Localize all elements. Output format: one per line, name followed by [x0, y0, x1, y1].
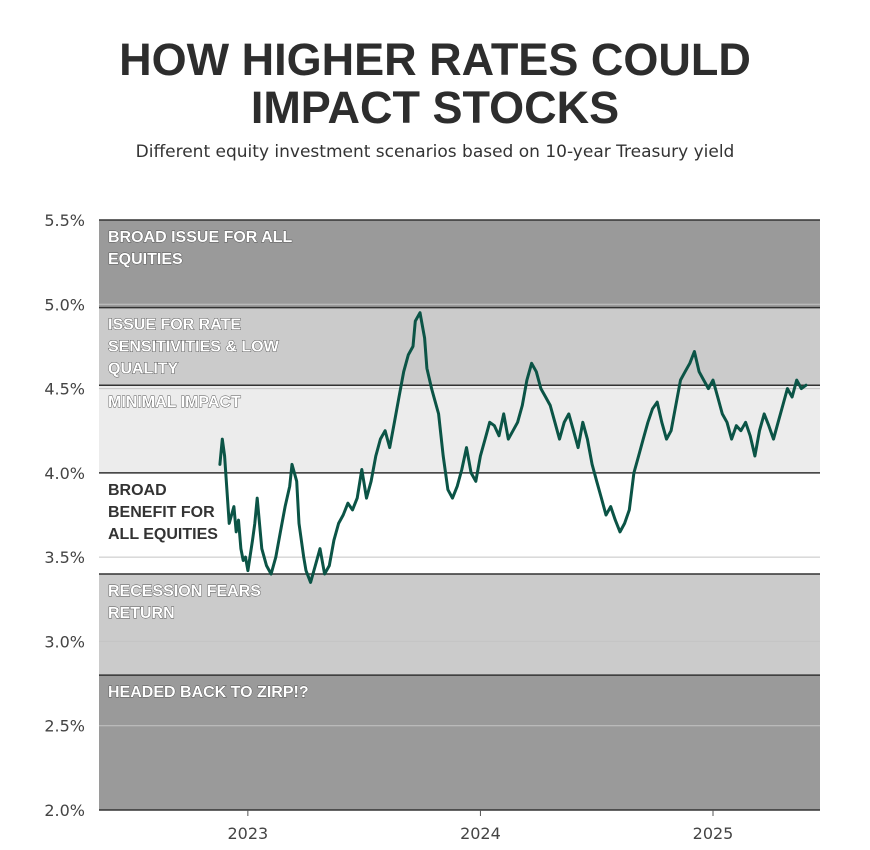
- x-axis: 2023 2024 2025: [227, 810, 733, 843]
- y-tick-label-3.5%: 3.5%: [44, 548, 85, 567]
- zone-label-4-line-1: BROAD: [108, 482, 167, 499]
- zone-label-2-line-3: QUALITY: [108, 361, 179, 378]
- x-tick-label-2025: 2025: [693, 824, 734, 843]
- zone-band-4: [99, 472, 820, 574]
- chart-title: HOW HIGHER RATES COULD IMPACT STOCKS: [0, 36, 870, 132]
- y-axis: 2.0% 2.5% 3.0% 3.5% 4.0% 4.5% 5.0% 5.5%: [44, 211, 85, 820]
- y-tick-label-2.0%: 2.0%: [44, 801, 85, 820]
- y-tick-label-4.5%: 4.5%: [44, 380, 85, 399]
- y-tick-label-4.0%: 4.0%: [44, 464, 85, 483]
- zone-band-6: [99, 675, 820, 810]
- y-tick-label-5.5%: 5.5%: [44, 211, 85, 230]
- zone-label-5-line-2: RETURN: [108, 605, 175, 622]
- series-layer: [218, 311, 808, 584]
- series-line-1: [218, 311, 808, 584]
- zone-label-4-line-3: ALL EQUITIES: [108, 526, 218, 543]
- zone-label-5: RECESSION FEARS RETURN: [108, 583, 261, 622]
- chart-title-line-2: IMPACT STOCKS: [250, 82, 620, 133]
- zone-label-2-line-2: SENSITIVITIES & LOW: [108, 339, 280, 356]
- zone-label-4-line-2: BENEFIT FOR: [108, 504, 215, 521]
- zone-label-1: BROAD ISSUE FOR ALL EQUITIES: [108, 229, 293, 268]
- x-tick-label-2023: 2023: [227, 824, 268, 843]
- zone-label-3: MINIMAL IMPACT: [108, 394, 241, 411]
- y-tick-label-2.5%: 2.5%: [44, 717, 85, 736]
- zone-band-1: [99, 220, 820, 308]
- zone-label-1-line-2: EQUITIES: [108, 251, 183, 268]
- zone-label-2: ISSUE FOR RATE SENSITIVITIES & LOW QUALITY: [108, 317, 280, 378]
- chart-subtitle: Different equity investment scenarios ba…: [135, 142, 735, 162]
- zone-label-6: HEADED BACK TO ZIRP!?: [108, 684, 309, 701]
- zone-label-6-line-1: HEADED BACK TO ZIRP!?: [108, 684, 309, 701]
- chart-title-line-1: HOW HIGHER RATES COULD: [119, 34, 751, 85]
- zone-label-1-line-1: BROAD ISSUE FOR ALL: [108, 229, 293, 246]
- zone-band-5: [99, 574, 820, 676]
- x-tick-label-2024: 2024: [460, 824, 501, 843]
- zone-label-2-line-1: ISSUE FOR RATE: [108, 317, 241, 334]
- y-tick-label-3.0%: 3.0%: [44, 632, 85, 651]
- y-tick-label-5.0%: 5.0%: [44, 295, 85, 314]
- zone-label-5-line-1: RECESSION FEARS: [108, 583, 261, 600]
- zone-label-3-line-1: MINIMAL IMPACT: [108, 394, 241, 411]
- zone-label-4: BROAD BENEFIT FOR ALL EQUITIES: [108, 482, 218, 543]
- zone-labels: BROAD ISSUE FOR ALL EQUITIES ISSUE FOR RAT…: [108, 229, 309, 702]
